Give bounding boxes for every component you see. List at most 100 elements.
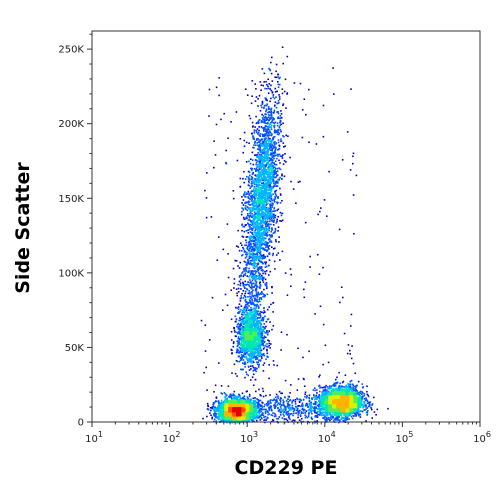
event-point [244,363,247,365]
event-point [261,241,264,244]
event-point [264,272,267,275]
event-point [270,220,273,222]
event-point [242,310,244,312]
event-point [358,391,361,394]
event-point [247,229,250,231]
event-point [238,276,241,278]
event-point [366,399,368,402]
event-point [284,409,287,411]
event-point [256,332,258,335]
event-point [362,406,364,409]
event-point [251,167,253,170]
event-point [263,256,265,259]
event-point [255,190,257,192]
event-point [272,254,274,257]
event-point [234,315,237,318]
event-point [260,165,263,168]
event-point [237,344,239,347]
event-point [348,390,351,392]
event-point [246,311,249,314]
event-point [285,107,287,109]
event-point [249,400,251,402]
event-point [253,168,256,170]
event-point [210,414,212,416]
event-point [241,272,243,274]
event-point [256,224,258,227]
event-point [365,408,367,410]
event-point [318,414,321,416]
event-point [253,186,256,188]
event-point [266,402,269,404]
event-point [258,359,260,361]
event-point [262,204,265,207]
event-point [328,412,331,414]
event-point [269,144,271,146]
event-point [260,330,263,333]
event-point [272,112,275,114]
event-point [240,288,242,290]
event-point [256,256,258,258]
event-point [257,316,259,319]
event-point [330,415,332,417]
event-point [254,180,257,182]
event-point [277,402,280,404]
event-point [262,221,264,224]
event-point [262,344,264,347]
event-point [252,227,254,230]
event-point [245,267,248,269]
event-point [259,408,262,410]
event-point [259,148,262,151]
event-point [271,180,274,183]
event-point [249,275,251,277]
event-point [321,394,324,397]
event-point [333,385,335,387]
event-point [269,270,272,273]
event-point [259,153,261,156]
event-point [248,257,251,259]
event-point [255,299,258,302]
event-point [270,240,272,242]
event-point [241,348,244,351]
event-point [261,207,264,210]
event-point [264,221,266,223]
event-point [250,220,253,222]
event-point [256,180,258,183]
event-point [250,175,253,178]
event-point [274,87,277,90]
event-point [230,397,233,399]
event-point [252,267,255,269]
event-point [247,260,249,262]
event-point [311,397,313,399]
event-point [323,199,326,201]
event-point [321,412,324,415]
event-point [260,206,262,209]
event-point [268,237,271,240]
event-point [322,266,324,269]
event-point [241,351,244,353]
event-point [260,343,262,345]
event-point [247,176,250,178]
event-point [263,294,266,296]
event-point [245,300,248,303]
event-point [259,133,262,135]
event-point [314,402,316,404]
event-point [268,210,270,213]
event-point [276,202,279,205]
event-point [275,222,278,224]
event-point [271,111,273,114]
event-point [204,350,207,352]
event-point [243,145,246,147]
event-point [259,334,262,337]
event-point [253,400,256,403]
event-point [272,179,274,182]
event-point [261,193,264,195]
event-point [270,241,273,243]
event-point [253,402,256,404]
event-point [266,255,269,257]
event-point [258,388,260,391]
event-point [256,220,259,222]
event-point [271,163,273,165]
event-point [258,328,261,330]
event-point [318,405,320,408]
event-point [239,284,241,286]
